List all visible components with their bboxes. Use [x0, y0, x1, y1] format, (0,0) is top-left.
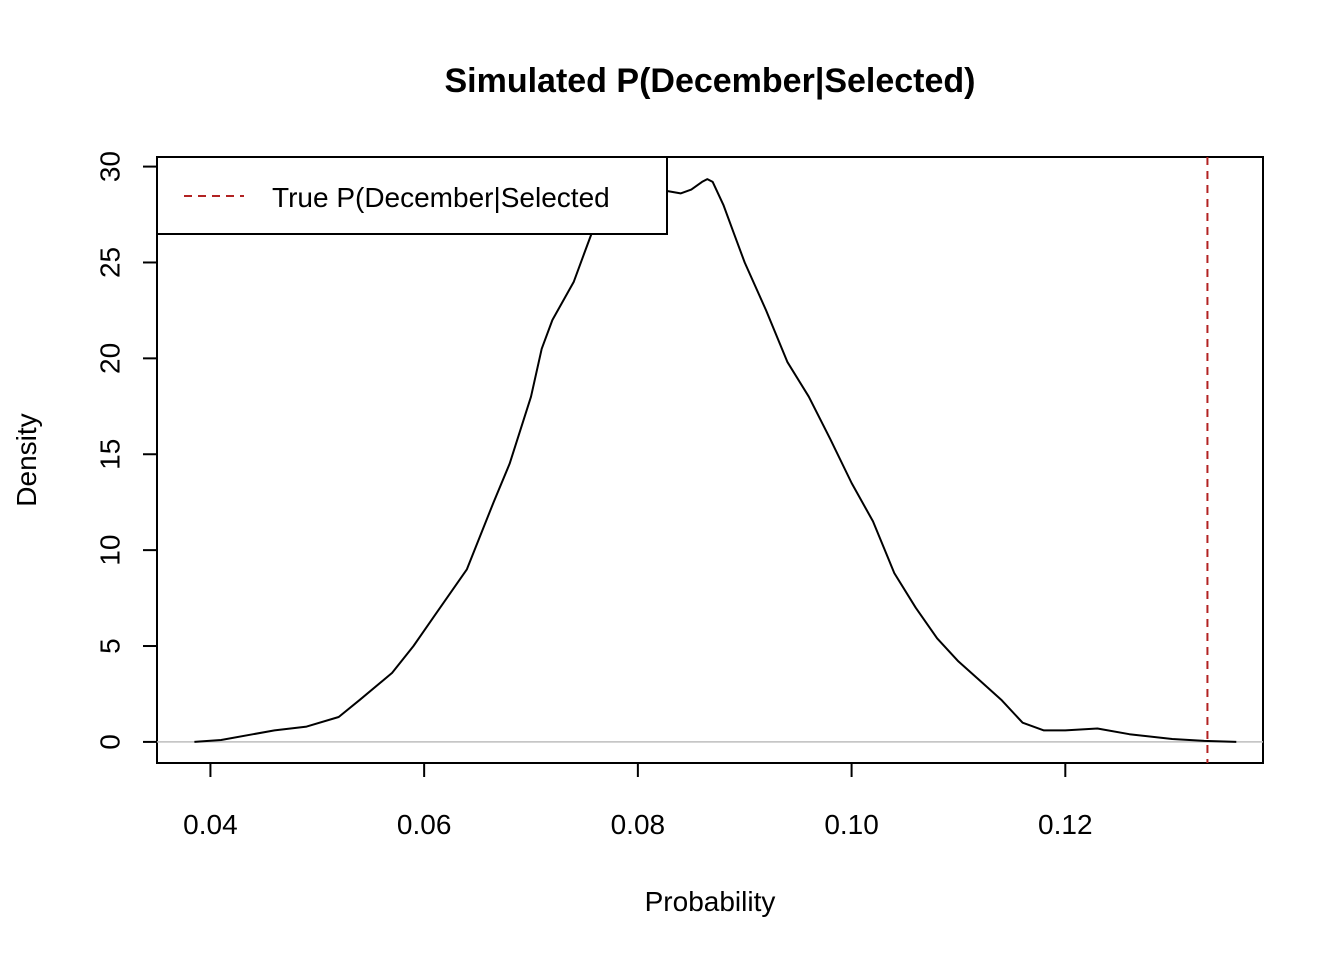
y-tick-label: 15 — [95, 439, 126, 470]
x-axis: 0.04 0.06 0.08 0.10 0.12 — [183, 762, 1093, 840]
plot-frame — [156, 156, 1264, 764]
y-tick-label: 0 — [95, 734, 126, 750]
x-tick-label: 0.10 — [824, 809, 879, 840]
x-tick-label: 0.04 — [183, 809, 238, 840]
x-tick-label: 0.08 — [611, 809, 666, 840]
x-tick-label: 0.06 — [397, 809, 452, 840]
y-tick-label: 5 — [95, 638, 126, 654]
y-tick-label: 25 — [95, 247, 126, 278]
chart-title: Simulated P(December|Selected) — [444, 62, 975, 100]
x-axis-label: Probability — [645, 886, 776, 917]
density-curve — [194, 175, 1237, 743]
y-tick-label: 30 — [95, 151, 126, 182]
x-tick-label: 0.12 — [1038, 809, 1093, 840]
y-tick-label: 20 — [95, 343, 126, 374]
legend: True P(December|Selected — [156, 156, 668, 235]
legend-entry-label: True P(December|Selected — [272, 182, 610, 213]
y-axis: 0 5 10 15 20 25 30 — [95, 151, 158, 750]
series-layer — [194, 175, 1237, 743]
y-tick-label: 10 — [95, 535, 126, 566]
y-axis-label: Density — [11, 413, 42, 506]
